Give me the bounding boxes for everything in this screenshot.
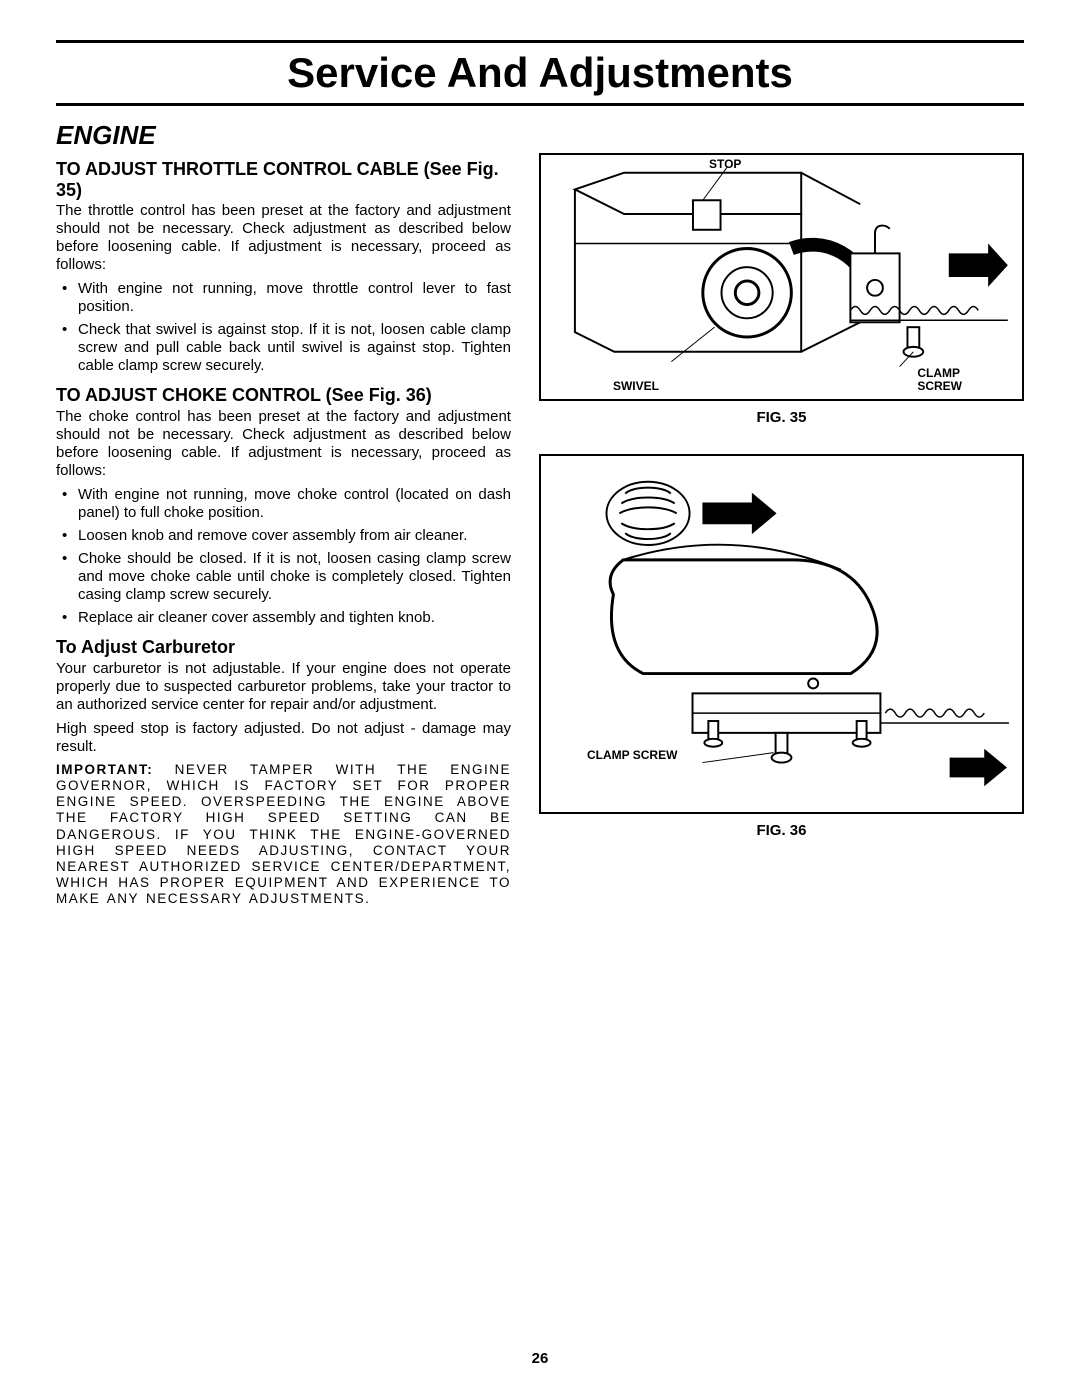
page-number: 26 [0,1350,1080,1367]
throttle-bullets: With engine not running, move throttle c… [56,280,511,375]
list-item: Check that swivel is against stop. If it… [56,321,511,375]
right-column: STOP SWIVEL CLAMP SCREW FIG. 35 [539,153,1024,907]
top-rule [56,40,1024,43]
figure-35-svg [541,155,1022,399]
two-column-layout: TO ADJUST THROTTLE CONTROL CABLE (See Fi… [56,153,1024,907]
carb-para1: Your carburetor is not adjustable. If yo… [56,660,511,714]
fig36-label-clamp: CLAMP SCREW [587,749,677,762]
bottom-rule [56,103,1024,106]
list-item: Replace air cleaner cover assembly and t… [56,609,511,627]
carb-heading: To Adjust Carburetor [56,637,511,658]
left-column: TO ADJUST THROTTLE CONTROL CABLE (See Fi… [56,153,511,907]
list-item: With engine not running, move throttle c… [56,280,511,316]
throttle-intro: The throttle control has been preset at … [56,202,511,274]
carb-para2: High speed stop is factory adjusted. Do … [56,720,511,756]
fig35-label-stop: STOP [709,158,741,171]
page-title: Service And Adjustments [56,49,1024,97]
choke-bullets: With engine not running, move choke cont… [56,486,511,627]
figure-36: CLAMP SCREW [539,454,1024,814]
choke-heading: TO ADJUST CHOKE CONTROL (See Fig. 36) [56,385,511,406]
choke-intro: The choke control has been preset at the… [56,408,511,480]
list-item: Choke should be closed. If it is not, lo… [56,550,511,604]
fig36-caption: FIG. 36 [539,822,1024,839]
list-item: With engine not running, move choke cont… [56,486,511,522]
important-note: IMPORTANT: NEVER TAMPER WITH THE ENGINE … [56,762,511,908]
list-item: Loosen knob and remove cover assembly fr… [56,527,511,545]
fig35-caption: FIG. 35 [539,409,1024,426]
fig35-label-clamp: CLAMP SCREW [917,367,962,393]
important-label: IMPORTANT: [56,762,153,777]
section-heading: Engine [56,120,1024,151]
figure-35: STOP SWIVEL CLAMP SCREW [539,153,1024,401]
fig35-label-swivel: SWIVEL [613,380,659,393]
important-body: NEVER TAMPER WITH THE ENGINE GOVERNOR, W… [56,762,511,907]
throttle-heading: TO ADJUST THROTTLE CONTROL CABLE (See Fi… [56,159,511,200]
